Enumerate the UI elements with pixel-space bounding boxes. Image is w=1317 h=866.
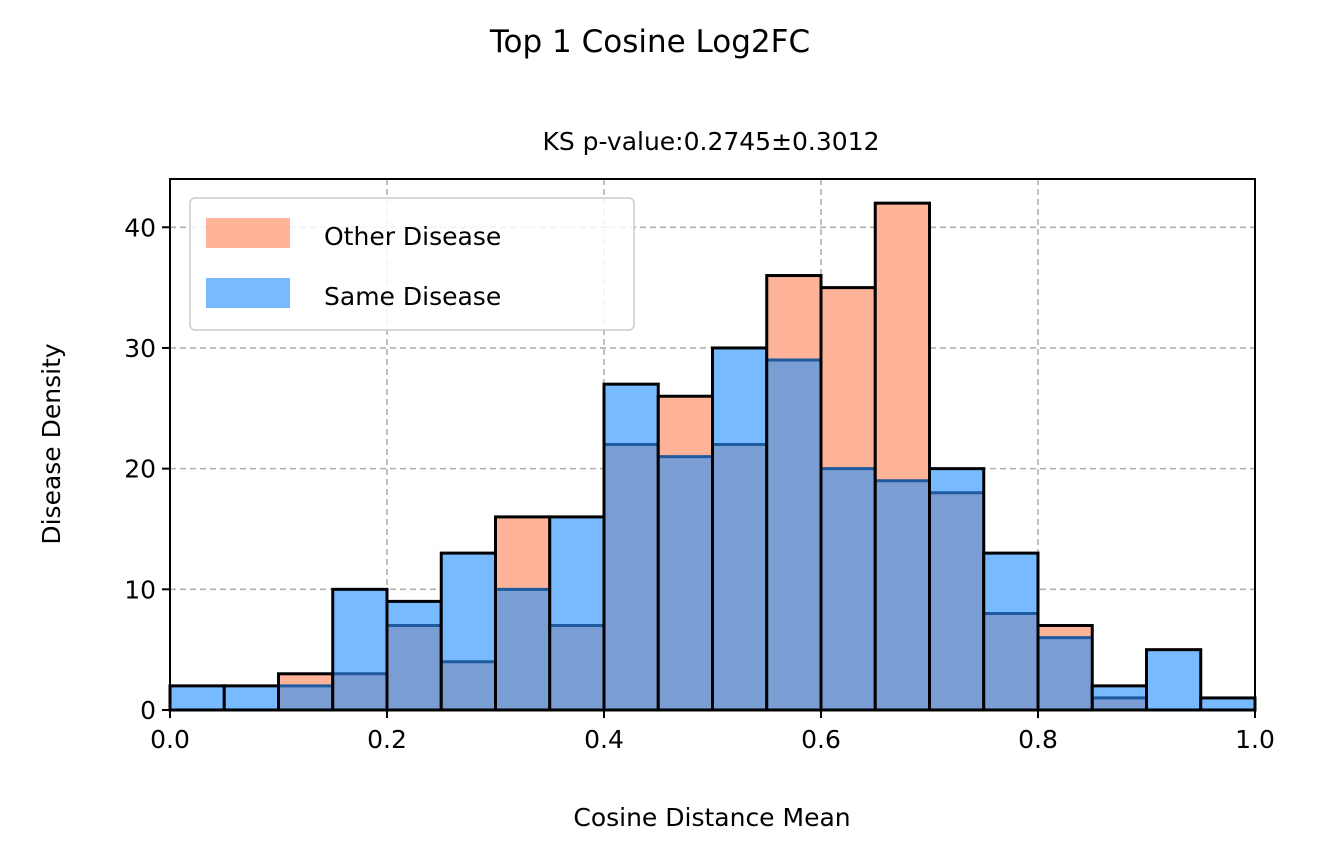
y-tick-label: 40 (124, 213, 156, 242)
x-tick-label: 0.8 (1018, 725, 1058, 754)
x-axis-label: Cosine Distance Mean (573, 803, 850, 832)
bar-overlap (549, 625, 604, 710)
figure-title: Top 1 Cosine Log2FC (489, 24, 811, 60)
bar-overlap (766, 360, 821, 710)
plot-frame (169, 178, 1256, 711)
bar-other-disease (766, 275, 821, 361)
bar-overlap (495, 589, 550, 710)
x-tick-label: 0.0 (150, 725, 190, 754)
bar-overlap (821, 468, 876, 710)
bar-other-disease (658, 396, 713, 457)
bar-overlap (929, 492, 984, 710)
bar-same-disease (549, 516, 604, 626)
bar-other-disease (495, 516, 550, 590)
bar-overlap (875, 480, 930, 710)
legend-swatch-same (206, 278, 290, 308)
y-tick-label: 0 (140, 696, 156, 725)
x-tick-label: 0.6 (801, 725, 841, 754)
bar-same-disease (170, 685, 225, 710)
bar-same-disease (712, 347, 767, 445)
x-tick-label: 0.4 (584, 725, 624, 754)
bar-overlap (1092, 697, 1147, 710)
bar-same-disease (1146, 649, 1201, 710)
bar-other-disease (875, 203, 930, 481)
bar-same-disease (332, 589, 387, 674)
axis-ticks: 0.0 0.2 0.4 0.6 0.8 1.0 0 10 20 30 40 (124, 213, 1275, 754)
y-axis-label: Disease Density (37, 343, 66, 545)
bar-overlap (441, 661, 496, 710)
bar-other-disease (278, 673, 333, 686)
bar-same-disease (929, 468, 984, 493)
bar-overlap (712, 444, 767, 710)
bar-same-disease (1200, 697, 1255, 710)
bar-overlap (983, 613, 1038, 710)
y-tick-label: 20 (124, 455, 156, 484)
bar-other-disease (1038, 625, 1093, 638)
bar-same-disease (604, 384, 659, 445)
legend-label-same: Same Disease (324, 282, 501, 311)
legend: Other Disease Same Disease (189, 197, 635, 331)
bar-overlap (604, 444, 659, 710)
bar-same-disease (224, 685, 279, 710)
bar-overlap (332, 673, 387, 710)
y-tick-label: 30 (124, 334, 156, 363)
bar-overlap (1038, 637, 1093, 710)
bar-other-disease (821, 287, 876, 469)
bar-same-disease (441, 553, 496, 662)
legend-box (189, 197, 635, 331)
y-tick-label: 10 (124, 575, 156, 604)
x-tick-label: 0.2 (367, 725, 407, 754)
bar-same-disease (387, 601, 442, 626)
legend-label-other: Other Disease (324, 222, 501, 251)
bar-same-disease (1092, 685, 1147, 698)
chart-subtitle: KS p-value:0.2745±0.3012 (542, 127, 879, 156)
bar-same-disease (983, 553, 1038, 614)
bar-overlap (658, 456, 713, 710)
bar-overlap (278, 685, 333, 710)
legend-swatch-other (206, 218, 290, 248)
x-tick-label: 1.0 (1235, 725, 1275, 754)
bar-overlap (387, 625, 442, 710)
